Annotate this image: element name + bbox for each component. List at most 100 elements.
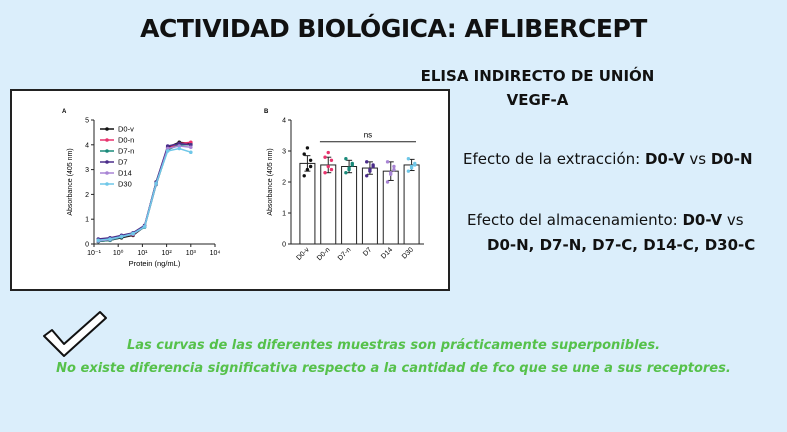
panel-b-point xyxy=(329,158,334,162)
conclusion-significance: No existe diferencia significativa respe… xyxy=(56,361,731,376)
panel-a-y-tick-label: 3 xyxy=(85,167,89,174)
panel-a-legend-label-5: D14 xyxy=(118,169,132,178)
page-title: ACTIVIDAD BIOLÓGICA: AFLIBERCEPT xyxy=(140,14,647,43)
panel-b-point xyxy=(329,167,334,172)
panel-b-point xyxy=(323,155,327,159)
panel-a-point xyxy=(96,238,101,243)
panel-b-point xyxy=(305,146,310,150)
panel-a-point xyxy=(165,144,170,148)
panel-b-point xyxy=(344,171,348,175)
panel-b-point xyxy=(326,150,330,155)
panel-a-point xyxy=(142,224,147,229)
conclusion-curves: Las curvas de las diferentes muestras so… xyxy=(126,338,661,353)
panel-b-point xyxy=(344,157,348,161)
panel-a-legend-marker xyxy=(105,149,109,153)
panel-a-point xyxy=(131,231,135,236)
storage-samples-list: D0-N, D7-N, D7-C, D14-C, D30-C xyxy=(487,236,756,254)
panel-b-point xyxy=(385,160,390,164)
storage-sample: D0-V xyxy=(682,211,723,229)
panel-a-point xyxy=(189,143,193,147)
extraction-vs: vs xyxy=(684,150,711,168)
panel-b-point xyxy=(326,164,330,169)
panel-b-y-tick-label: 1 xyxy=(282,211,286,218)
panel-b-y-tick-label: 4 xyxy=(282,118,286,125)
panel-b-point xyxy=(406,157,411,161)
panel-b-x-tick-label-5: D14 xyxy=(380,246,394,260)
panel-a-y-tick-label: 0 xyxy=(85,242,89,249)
panel-b-y-tick-label: 3 xyxy=(282,149,286,156)
panel-a-y-tick-label: 2 xyxy=(85,192,89,199)
panel-a-point xyxy=(108,237,112,241)
storage-vs: vs xyxy=(722,211,744,229)
panel-a-point xyxy=(165,146,170,151)
chart-svg: A 0 1 2 3 4 5 10⁻¹ 10⁰ 10¹ 10² 10³ 10⁴ Protein (ng/mL… xyxy=(62,109,424,268)
panel-b-point xyxy=(392,167,396,172)
panel-b-point xyxy=(308,158,313,162)
panel-a-point xyxy=(177,141,182,146)
panel-b-bar-4 xyxy=(361,167,378,245)
panel-b-bar-3 xyxy=(341,166,358,245)
panel-a-x-tick-label: 10¹ xyxy=(137,250,148,257)
panel-b-x-tick-label-3: D7-n xyxy=(337,246,353,262)
panel-a-legend-label-2: D0-n xyxy=(118,136,134,145)
subtitle: ELISA INDIRECTO DE UNIÓN VEGF-A xyxy=(405,64,670,112)
panel-b-significance-label: ns xyxy=(364,131,372,140)
panel-a-point xyxy=(177,146,182,151)
panel-b-y-axis-label: Absorbance (405 nm) xyxy=(267,148,274,215)
panel-b-point xyxy=(350,163,354,167)
subtitle-line-1: ELISA INDIRECTO DE UNIÓN xyxy=(420,67,655,85)
subtitle-line-2: VEGF-A xyxy=(506,91,569,109)
panel-b-bar-5 xyxy=(382,170,399,245)
panel-a-point xyxy=(189,145,193,150)
panel-a-x-tick-label: 10⁰ xyxy=(113,249,124,257)
panel-a-x-tick-label: 10³ xyxy=(186,250,197,257)
panel-a-legend-marker xyxy=(105,182,109,186)
extraction-effect-text: Efecto de la extracción: D0-V vs D0-N xyxy=(463,150,753,168)
panel-b-bar-2 xyxy=(320,164,337,245)
panel-b-point xyxy=(385,180,390,184)
panel-a-y-tick-label: 4 xyxy=(85,142,89,149)
panel-a-legend-label-3: D7-n xyxy=(118,147,134,156)
panel-a-legend-marker xyxy=(105,171,109,175)
panel-a-point xyxy=(189,150,193,155)
extraction-sample-1: D0-V xyxy=(644,150,685,168)
panel-b-point xyxy=(305,167,310,172)
panel-a-y-tick-label: 5 xyxy=(85,118,89,125)
panel-b-point xyxy=(308,164,313,169)
panel-b-point xyxy=(406,169,411,173)
panel-a-point xyxy=(189,140,193,145)
panel-b-point xyxy=(365,160,369,164)
panel-a-legend-label-4: D7 xyxy=(118,158,128,167)
panel-b-point xyxy=(392,164,396,169)
panel-b-y-tick-label: 2 xyxy=(282,180,286,187)
panel-a-legend-marker xyxy=(105,127,109,131)
panel-b-x-tick-label-2: D0-n xyxy=(316,246,332,262)
panel-b-point xyxy=(323,171,327,175)
panel-b-point xyxy=(368,167,372,172)
figure-panel: A 0 1 2 3 4 5 10⁻¹ 10⁰ 10¹ 10² 10³ 10⁴ Protein (ng/mL… xyxy=(10,89,450,291)
panel-a-y-tick-label: 1 xyxy=(85,217,89,224)
panel-a-point xyxy=(119,234,124,239)
checkmark-icon xyxy=(43,311,107,357)
panel-a-x-tick-label: 10⁻¹ xyxy=(87,250,101,257)
panel-a-point xyxy=(177,144,182,148)
panel-b-x-tick-label-4: D7 xyxy=(362,246,373,257)
panel-b-point xyxy=(302,174,306,178)
extraction-prefix: Efecto de la extracción: xyxy=(463,150,645,168)
panel-a-legend-label-6: D30 xyxy=(118,180,132,189)
panel-a-legend-marker xyxy=(105,138,109,142)
panel-a-point xyxy=(165,149,170,153)
panel-b-y-tick-label: 0 xyxy=(282,242,286,249)
panel-b-point xyxy=(389,171,393,175)
storage-prefix: Efecto del almacenamiento: xyxy=(467,211,683,229)
panel-b-x-tick-label-1: D0-v xyxy=(295,246,311,262)
panel-a-legend-marker xyxy=(105,160,109,164)
panel-a-point xyxy=(154,181,158,186)
panel-b-point xyxy=(371,164,375,169)
extraction-sample-2: D0-N xyxy=(710,150,753,168)
panel-a-y-axis-label: Absorbance (405 nm) xyxy=(67,148,74,215)
panel-b-x-tick-label-6: D30 xyxy=(401,246,415,260)
storage-effect-text: Efecto del almacenamiento: D0-V vs xyxy=(467,211,744,229)
panel-a-x-axis-label: Protein (ng/mL) xyxy=(129,259,181,268)
panel-b-bar-1 xyxy=(299,162,316,245)
